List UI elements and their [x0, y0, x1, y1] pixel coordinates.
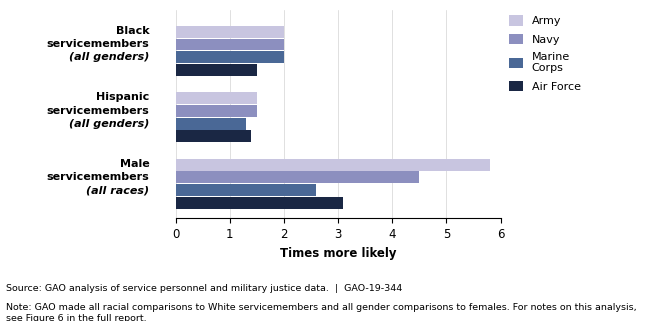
Bar: [176, 92, 257, 104]
Bar: [176, 130, 252, 142]
Bar: [176, 184, 317, 196]
Text: (all genders): (all genders): [69, 52, 150, 63]
Text: Black: Black: [116, 26, 150, 36]
Text: (all races): (all races): [86, 185, 150, 195]
Text: Hispanic: Hispanic: [96, 92, 150, 102]
Bar: [176, 117, 246, 130]
Text: (all genders): (all genders): [69, 119, 150, 129]
Legend: Army, Navy, Marine
Corps, Air Force: Army, Navy, Marine Corps, Air Force: [510, 15, 580, 92]
Bar: [176, 64, 257, 76]
Bar: [176, 197, 343, 209]
Bar: [176, 26, 284, 38]
Text: servicemembers: servicemembers: [47, 106, 150, 116]
Bar: [176, 159, 489, 171]
Text: Note: GAO made all racial comparisons to White servicemembers and all gender com: Note: GAO made all racial comparisons to…: [6, 303, 637, 321]
Bar: [176, 105, 257, 117]
X-axis label: Times more likely: Times more likely: [280, 247, 396, 260]
Bar: [176, 171, 419, 183]
Text: Source: GAO analysis of service personnel and military justice data.  |  GAO-19-: Source: GAO analysis of service personne…: [6, 284, 403, 293]
Text: servicemembers: servicemembers: [47, 172, 150, 182]
Bar: [176, 39, 284, 50]
Text: servicemembers: servicemembers: [47, 39, 150, 49]
Bar: [176, 51, 284, 63]
Text: Male: Male: [120, 159, 150, 169]
